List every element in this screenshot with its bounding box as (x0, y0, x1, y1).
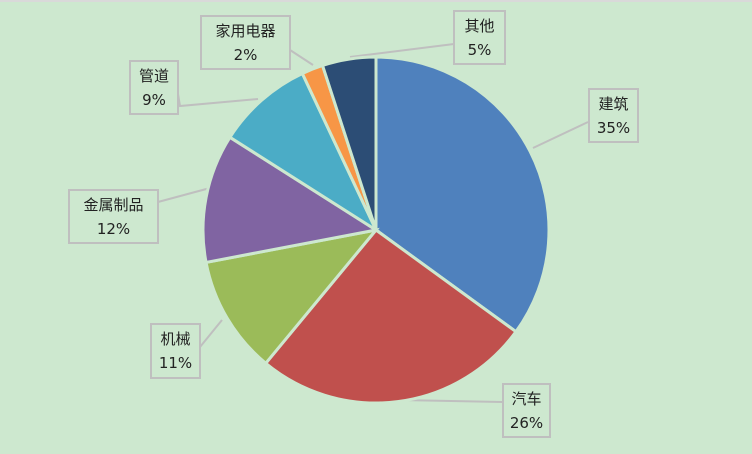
pie-slice-管道 (227, 71, 380, 235)
leader-line (532, 121, 589, 149)
label-percent: 12% (96, 220, 131, 238)
data-label-qita: 其他 5% (453, 10, 506, 65)
data-label-jinshuzhipin: 金属制品 12% (68, 189, 159, 244)
pie-slice-其他 (320, 55, 378, 231)
label-name: 金属制品 (83, 196, 144, 214)
label-name: 其他 (464, 17, 495, 35)
label-name: 建筑 (598, 95, 629, 113)
label-percent: 11% (158, 354, 193, 372)
data-label-guandao: 管道 9% (129, 60, 179, 115)
pie-slice-建筑 (374, 55, 551, 334)
leader-line (199, 319, 223, 348)
data-label-jianzhu: 建筑 35% (588, 88, 639, 143)
data-label-qiche: 汽车 26% (502, 383, 551, 438)
leader-line (399, 399, 503, 403)
leader-line (289, 49, 314, 66)
pie-slice-金属制品 (201, 135, 381, 265)
label-percent: 35% (596, 119, 631, 137)
leader-line (177, 93, 259, 108)
leader-line (157, 187, 211, 203)
leader-line (349, 43, 455, 58)
label-percent: 5% (467, 41, 492, 59)
pie-slice-汽车 (263, 227, 519, 405)
label-name: 管道 (138, 67, 169, 85)
label-percent: 26% (509, 414, 544, 432)
label-percent: 2% (233, 46, 258, 64)
label-name: 机械 (160, 330, 191, 348)
data-label-jixie: 机械 11% (150, 323, 201, 379)
label-name: 家用电器 (215, 22, 276, 40)
label-name: 汽车 (511, 390, 542, 408)
pie-slice-机械 (204, 227, 380, 366)
data-label-jiayongdianqi: 家用电器 2% (200, 15, 291, 70)
label-percent: 9% (142, 91, 166, 109)
